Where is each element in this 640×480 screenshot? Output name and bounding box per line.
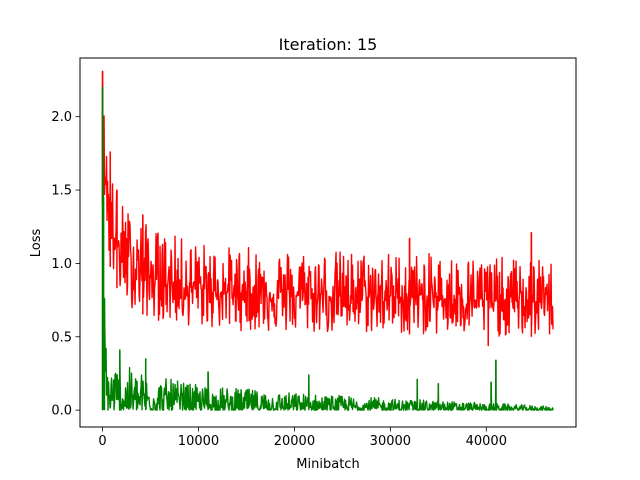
x-tick-label: 10000 <box>178 434 219 449</box>
y-tick-label: 0.5 <box>51 330 72 345</box>
series-layer <box>101 70 554 411</box>
x-tick-label: 40000 <box>466 434 507 449</box>
y-tick-label: 1.5 <box>51 184 72 199</box>
plot-area <box>101 70 554 411</box>
x-tick-label: 20000 <box>274 434 315 449</box>
series-path <box>101 86 554 411</box>
chart-title: Iteration: 15 <box>279 35 378 54</box>
x-axis: 0 10000 20000 30000 40000 <box>98 427 507 449</box>
y-tick-label: 1.0 <box>51 257 72 272</box>
y-axis-label: Loss <box>29 229 44 258</box>
plot-frame <box>79 57 577 428</box>
x-tick-label: 0 <box>98 434 106 449</box>
series-path <box>101 70 554 347</box>
series-line-green <box>101 86 554 411</box>
y-axis: 0.0 0.5 1.0 1.5 2.0 <box>51 110 80 419</box>
y-tick-label: 0.0 <box>51 404 72 419</box>
x-axis-label: Minibatch <box>296 457 359 472</box>
y-tick-label: 2.0 <box>51 110 72 125</box>
x-tick-label: 30000 <box>370 434 411 449</box>
